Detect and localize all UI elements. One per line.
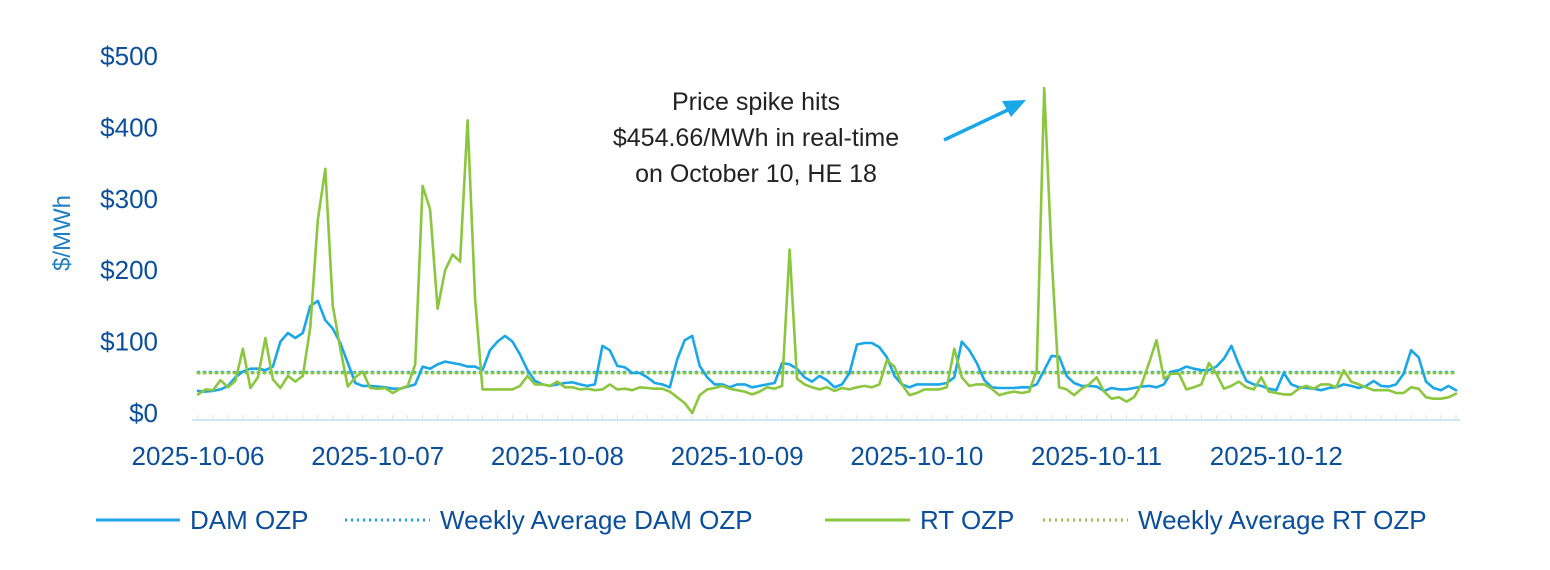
- annotation-line-1: Price spike hits: [672, 88, 840, 116]
- x-tick-group: 2025-10-06 2025-10-07 2025-10-08 2025-10-09…: [132, 441, 1343, 471]
- annotation-arrow-head-icon: [1002, 100, 1026, 117]
- y-tick-group: $0 $100 $200 $300 $400 $500: [100, 41, 158, 428]
- y-tick-label: $500: [100, 41, 158, 71]
- x-tick-label: 2025-10-08: [491, 441, 624, 471]
- annotation-arrow: [943, 106, 1013, 142]
- series-line-dam-ozp: [196, 299, 1458, 393]
- legend: DAM OZP Weekly Average DAM OZP RT OZP We…: [96, 505, 1427, 535]
- annotation-line-3: on October 10, HE 18: [635, 160, 877, 188]
- legend-label-weekly-rt: Weekly Average RT OZP: [1138, 505, 1427, 535]
- y-tick-label: $400: [100, 112, 158, 142]
- x-tick-label: 2025-10-09: [671, 441, 804, 471]
- y-tick-label: $300: [100, 184, 158, 214]
- annotation-line-2: $454.66/MWh in real-time: [613, 124, 899, 152]
- y-tick-label: $100: [100, 327, 158, 357]
- x-axis: [192, 415, 1460, 421]
- x-tick-label: 2025-10-10: [850, 441, 983, 471]
- legend-label-rt: RT OZP: [920, 505, 1014, 535]
- x-tick-label: 2025-10-06: [132, 441, 265, 471]
- y-tick-label: $0: [129, 398, 158, 428]
- x-tick-label: 2025-10-11: [1031, 441, 1162, 471]
- annotation: Price spike hits $454.66/MWh in real-tim…: [613, 88, 1026, 188]
- x-tick-label: 2025-10-07: [311, 441, 444, 471]
- y-axis-label: $/MWh: [49, 195, 76, 271]
- series-line-rt-ozp: [196, 86, 1458, 415]
- y-tick-label: $200: [100, 255, 158, 285]
- series-layer: [196, 86, 1458, 415]
- legend-label-dam: DAM OZP: [190, 505, 308, 535]
- x-tick-label: 2025-10-12: [1210, 441, 1343, 471]
- legend-label-weekly-dam: Weekly Average DAM OZP: [440, 505, 753, 535]
